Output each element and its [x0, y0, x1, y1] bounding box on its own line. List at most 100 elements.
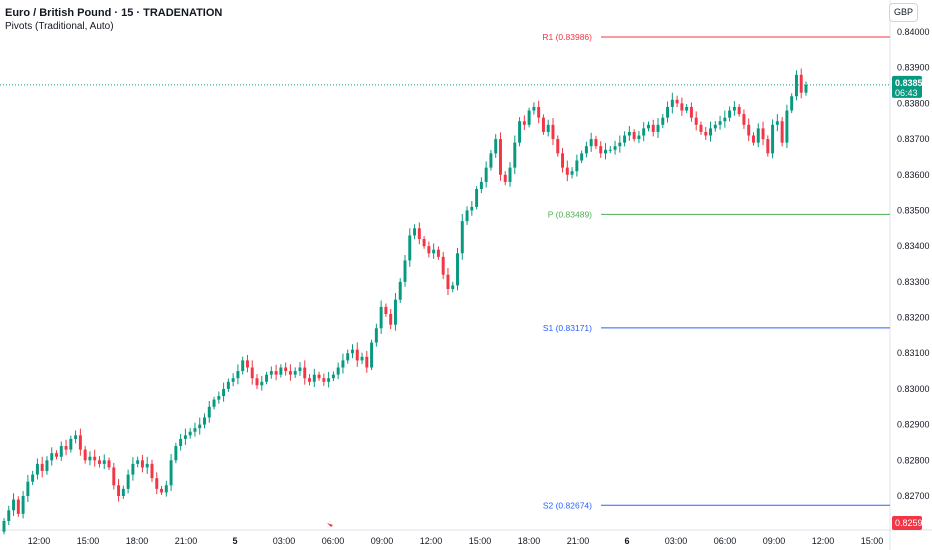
event-marker-icon[interactable]: [327, 523, 333, 527]
candle: [451, 281, 455, 293]
candle: [274, 364, 278, 381]
candle: [613, 140, 617, 155]
candle: [93, 449, 97, 467]
candle: [212, 396, 216, 410]
symbol-title[interactable]: Euro / British Pound · 15 · TRADENATION: [5, 7, 223, 19]
candle: [422, 236, 426, 249]
candle: [107, 457, 111, 471]
candle: [656, 118, 660, 138]
candle: [484, 161, 488, 188]
candle: [35, 458, 39, 480]
candle: [126, 469, 130, 494]
candle: [475, 186, 479, 210]
candle: [794, 70, 798, 101]
price-tick-label: 0.83500: [897, 205, 930, 215]
price-tick-label: 0.83100: [897, 348, 930, 358]
candle: [637, 130, 641, 144]
candle: [250, 360, 254, 385]
candle: [589, 132, 593, 152]
candle: [489, 150, 493, 171]
pivot-label: P (0.83489): [548, 209, 592, 219]
candle: [136, 456, 140, 468]
candle: [752, 132, 755, 146]
price-tick-label: 0.83400: [897, 241, 930, 251]
candle: [83, 445, 87, 464]
bar-countdown: 06:43: [895, 88, 918, 98]
time-tick-label: 18:00: [518, 536, 541, 546]
candle: [303, 360, 307, 385]
candle: [642, 122, 646, 142]
candle: [460, 214, 464, 260]
candle: [169, 454, 173, 491]
candle: [2, 518, 6, 535]
pivot-label: S1 (0.83171): [543, 323, 592, 333]
candle: [436, 246, 440, 260]
candle: [40, 456, 44, 478]
candle: [393, 292, 397, 331]
candle: [728, 106, 732, 122]
candle: [102, 454, 106, 470]
candle: [260, 375, 264, 391]
candle: [341, 353, 345, 374]
candle: [403, 255, 407, 287]
candle: [661, 113, 665, 129]
time-tick-label: 09:00: [371, 536, 394, 546]
candle: [179, 433, 183, 451]
candle: [556, 135, 560, 157]
candle: [508, 162, 512, 187]
candle: [518, 117, 522, 147]
indicator-legend[interactable]: Pivots (Traditional, Auto): [5, 21, 114, 32]
price-tick-label: 0.83300: [897, 277, 930, 287]
candle: [150, 459, 154, 482]
price-axis[interactable]: 0.84000 0.83900 0.83800 0.83700 0.83600 0.835…: [897, 27, 930, 501]
time-tick-label: 18:00: [126, 536, 149, 546]
candle: [164, 480, 168, 497]
candle: [537, 100, 541, 124]
candle: [360, 352, 364, 365]
candle: [379, 300, 383, 334]
price-tick-label: 0.83800: [897, 98, 930, 108]
candle: [370, 339, 374, 371]
candle: [723, 110, 727, 128]
time-tick-label: 06:00: [714, 536, 737, 546]
candle: [465, 206, 469, 225]
candle: [608, 146, 612, 154]
candle: [198, 417, 202, 435]
candle: [231, 373, 235, 387]
candle: [670, 92, 674, 114]
candle: [117, 479, 121, 502]
candle: [112, 462, 116, 490]
candle: [174, 442, 178, 464]
candle: [245, 354, 249, 373]
time-tick-label: 15:00: [77, 536, 100, 546]
candle: [21, 491, 25, 519]
candle: [279, 364, 283, 378]
candle: [627, 126, 631, 141]
time-tick-label: 03:00: [273, 536, 296, 546]
time-tick-label: 21:00: [567, 536, 590, 546]
candle: [599, 141, 603, 158]
candle: [561, 147, 565, 173]
candle: [265, 371, 269, 385]
candle: [255, 374, 259, 390]
candle: [551, 118, 555, 146]
currency-button[interactable]: GBP: [889, 3, 918, 22]
candle: [623, 131, 627, 147]
low-price-badge: 0.82593: [892, 516, 928, 530]
candle: [346, 349, 350, 364]
candle: [298, 362, 302, 376]
time-tick-label: 12:00: [812, 536, 835, 546]
candle: [331, 371, 335, 382]
pivot-label: R1 (0.83986): [542, 32, 592, 42]
candle: [732, 101, 736, 116]
price-tick-label: 0.83000: [897, 384, 930, 394]
time-tick-label: 12:00: [420, 536, 443, 546]
time-axis[interactable]: 12:00 15:00 18:00 21:00 5 03:00 06:00 09:00 12:0…: [28, 536, 884, 546]
candle: [355, 342, 359, 367]
candle: [160, 486, 164, 496]
candle: [685, 104, 689, 114]
candle: [532, 102, 536, 115]
chart-header: Euro / British Pound · 15 · TRADENATION …: [5, 6, 222, 34]
